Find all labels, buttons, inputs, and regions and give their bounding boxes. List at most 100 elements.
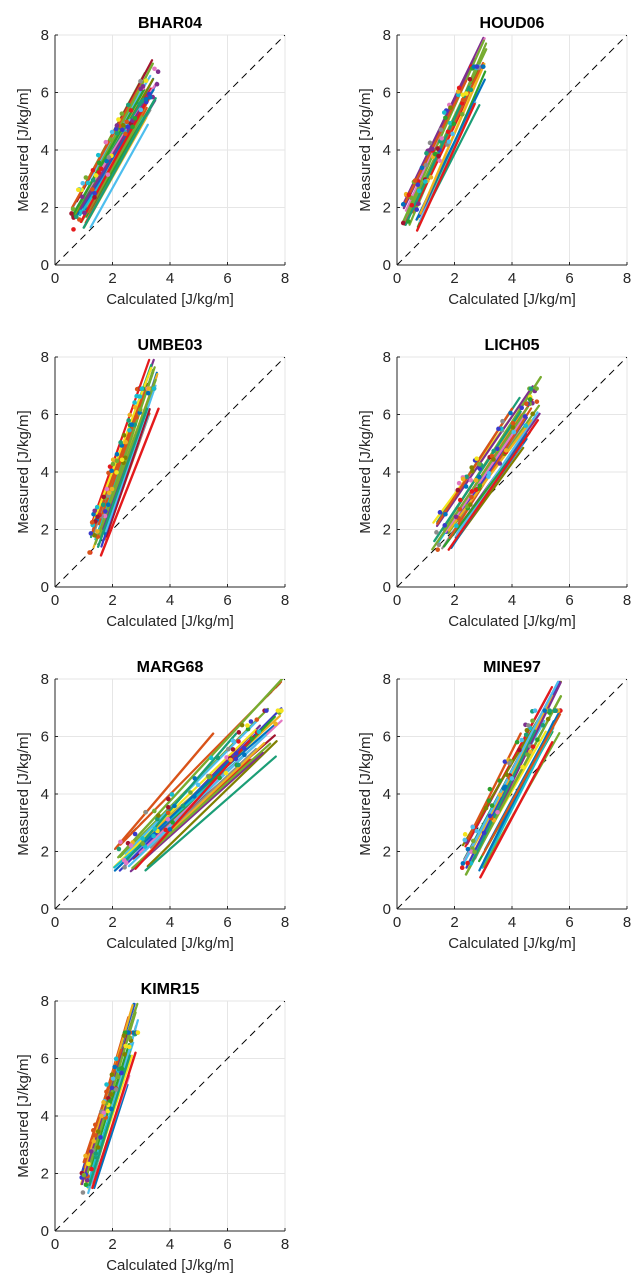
data-point xyxy=(122,865,127,870)
data-point xyxy=(100,502,106,508)
data-point xyxy=(435,547,440,552)
data-point xyxy=(105,1108,111,1114)
data-point xyxy=(435,146,440,151)
data-point xyxy=(154,81,160,87)
data-point xyxy=(119,1070,124,1076)
data-point xyxy=(123,131,128,137)
panel-title: MINE97 xyxy=(483,659,541,676)
panel-marg68: 0 2 4 6 8 0 2 4 6 8 MARG68 Calculated [J/kg/m] Measu… xyxy=(15,659,289,952)
data-point xyxy=(151,833,156,839)
data-point xyxy=(520,764,525,770)
data-point xyxy=(123,1043,128,1049)
data-point xyxy=(453,514,459,520)
y-tick-label: 8 xyxy=(383,349,391,366)
data-point xyxy=(446,139,452,144)
data-point xyxy=(464,474,469,480)
x-tick-label: 6 xyxy=(565,270,573,287)
data-point xyxy=(460,111,465,117)
data-point xyxy=(522,414,528,419)
x-tick-label: 8 xyxy=(623,270,631,287)
data-point xyxy=(437,158,442,163)
data-point xyxy=(477,461,482,467)
fit-line xyxy=(464,732,522,845)
data-point xyxy=(535,737,540,743)
data-point xyxy=(130,124,135,130)
data-point xyxy=(511,429,517,435)
data-point xyxy=(92,508,98,514)
data-point xyxy=(469,494,474,500)
data-point xyxy=(495,809,500,815)
data-point xyxy=(121,432,127,438)
data-point xyxy=(165,810,171,816)
data-point xyxy=(473,487,479,493)
data-point xyxy=(474,828,480,834)
x-tick-label: 0 xyxy=(393,270,401,287)
data-point xyxy=(119,1065,125,1071)
data-point xyxy=(510,424,516,430)
data-point xyxy=(486,798,492,804)
data-point xyxy=(92,191,97,196)
data-point xyxy=(134,414,139,420)
x-tick-label: 0 xyxy=(51,1236,59,1253)
data-point xyxy=(152,66,157,72)
y-axis-label: Measured [J/kg/m] xyxy=(15,732,32,855)
data-point xyxy=(137,407,143,412)
data-point xyxy=(468,87,474,93)
fit-line xyxy=(415,102,476,232)
plot-content xyxy=(397,679,627,909)
data-point xyxy=(530,718,535,724)
data-point xyxy=(93,173,99,178)
data-point xyxy=(501,786,507,791)
data-point xyxy=(245,726,251,732)
data-point xyxy=(223,770,229,776)
data-point xyxy=(101,1100,106,1105)
x-tick-label: 6 xyxy=(223,1236,231,1253)
data-point xyxy=(453,523,459,529)
data-point xyxy=(91,1138,97,1144)
panel-mine97: 0 2 4 6 8 0 2 4 6 8 MINE97 Calculated [J/kg/m] Measu… xyxy=(357,659,631,952)
data-point xyxy=(188,790,193,795)
x-tick-label: 8 xyxy=(281,592,289,609)
data-point xyxy=(441,110,447,115)
data-point xyxy=(112,1064,118,1070)
y-tick-label: 4 xyxy=(383,786,391,803)
fit-line xyxy=(146,740,278,868)
data-point xyxy=(450,131,455,137)
data-point xyxy=(104,158,109,164)
data-point xyxy=(96,170,102,175)
x-tick-label: 8 xyxy=(281,914,289,931)
data-point xyxy=(436,153,441,159)
data-point xyxy=(534,399,540,404)
x-tick-label: 8 xyxy=(281,270,289,287)
data-point xyxy=(74,214,79,220)
data-point xyxy=(192,794,197,799)
x-axis-label: Calculated [J/kg/m] xyxy=(448,613,576,630)
data-point xyxy=(491,457,496,462)
data-point xyxy=(519,737,525,743)
data-point xyxy=(494,446,500,452)
data-point xyxy=(84,1178,90,1183)
y-tick-label: 2 xyxy=(383,522,391,539)
data-point xyxy=(523,423,528,428)
y-tick-label: 6 xyxy=(41,407,49,424)
data-point xyxy=(124,119,129,125)
fit-line xyxy=(481,713,562,856)
data-point xyxy=(129,422,135,427)
data-point xyxy=(139,386,145,391)
data-point xyxy=(167,827,173,832)
data-point xyxy=(95,514,100,520)
data-point xyxy=(109,1072,115,1077)
data-point xyxy=(170,820,175,825)
data-point xyxy=(151,386,157,391)
x-tick-label: 4 xyxy=(166,270,174,287)
data-point xyxy=(119,457,125,463)
data-point xyxy=(70,206,76,212)
data-point xyxy=(114,470,119,475)
panel-title: LICH05 xyxy=(484,337,539,354)
data-point xyxy=(132,115,138,121)
data-point xyxy=(105,502,111,508)
y-tick-label: 6 xyxy=(41,1051,49,1068)
y-tick-label: 6 xyxy=(383,407,391,424)
y-tick-label: 8 xyxy=(41,993,49,1010)
data-point xyxy=(497,778,503,783)
